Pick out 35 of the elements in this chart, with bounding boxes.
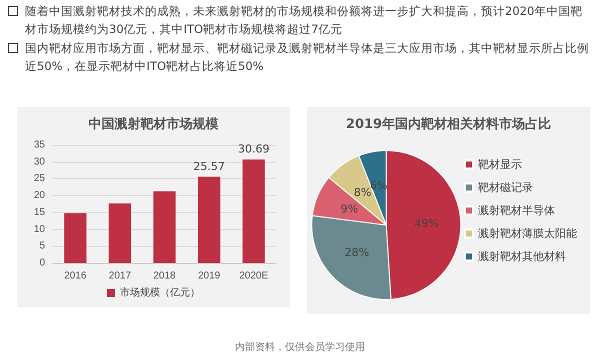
y-tick-label: 20 xyxy=(34,190,46,202)
data-label: 9% xyxy=(340,202,358,216)
legend-label: 溅射靶材其他材料 xyxy=(478,250,566,263)
x-tick-label: 2016 xyxy=(64,270,87,282)
legend-label: 溅射靶材半导体 xyxy=(478,204,555,217)
bar xyxy=(242,160,265,263)
text: 2019年国内靶材相关材料市场占比 xyxy=(346,116,552,132)
x-tick-label: 2017 xyxy=(108,270,132,282)
data-label: 49% xyxy=(414,217,439,230)
legend-label: 靶材显示 xyxy=(478,158,522,171)
text: 随着中国溅射靶材技术的成熟，未来溅射靶材的市场规模和份额将进一步扩大和提高，预计2020年中国靶材市场规模约为30亿元，其中ITO靶材市场规模将超过7亿元 xyxy=(25,3,584,38)
y-tick-label: 0 xyxy=(39,258,46,268)
data-label: 25.57 xyxy=(193,160,225,173)
y-tick-label: 5 xyxy=(39,240,46,252)
x-tick-label: 2018 xyxy=(153,270,176,282)
text: 内部资料，仅供会员学习使用 xyxy=(234,340,366,354)
bar xyxy=(153,191,176,263)
y-tick-label: 35 xyxy=(34,140,46,150)
data-label: 30.69 xyxy=(238,142,270,156)
y-tick-label: 25 xyxy=(34,173,46,184)
bar xyxy=(198,176,220,263)
x-tick-label: 2020E xyxy=(239,270,268,282)
x-tick-label: 2019 xyxy=(198,270,221,282)
bar xyxy=(108,203,132,263)
data-label: 28% xyxy=(344,246,370,260)
bar xyxy=(64,213,86,263)
y-tick-label: 10 xyxy=(34,224,46,235)
y-tick-label: 30 xyxy=(34,156,46,168)
chart-title: 中国溅射靶材市场规模 xyxy=(88,116,218,132)
legend-label: 靶材磁记录 xyxy=(478,181,533,194)
y-tick-label: 15 xyxy=(34,206,46,218)
text: 国内靶材应用市场方面，靶材显示、靶材磁记录及溅射靶材半导体是三大应用市场，其中靶材显示所占比例近50%，在显示靶材中ITO靶材占比将近50% xyxy=(25,40,590,75)
data-label: 8% xyxy=(354,186,372,199)
legend-label: 溅射靶材薄膜太阳能 xyxy=(478,227,577,240)
legend-label: 市场规模（亿元） xyxy=(120,286,200,298)
